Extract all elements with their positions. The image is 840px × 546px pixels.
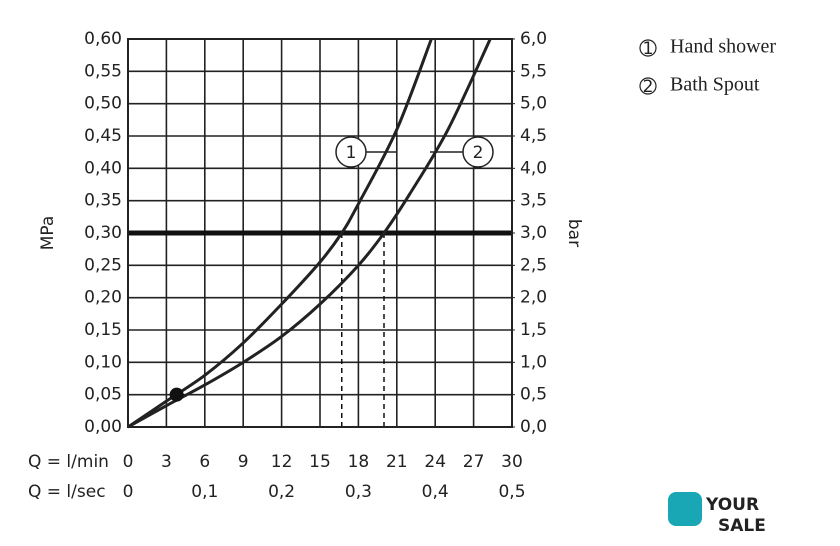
callout-circle xyxy=(462,136,494,168)
logo-text: YOUR xyxy=(705,495,759,515)
y-tick-label: 0,00 xyxy=(84,417,122,437)
plot-frame xyxy=(127,38,513,428)
y2-tick-label: 3,0 xyxy=(520,223,547,243)
x-tick-label: 0 xyxy=(123,452,134,472)
y2-tick-label: 4,0 xyxy=(520,158,547,178)
y2-tick-label: 2,5 xyxy=(520,255,547,275)
x2-tick-label: 0,2 xyxy=(268,482,295,502)
y-tick-label: 0,25 xyxy=(84,255,122,275)
y2-tick-label: 1,5 xyxy=(520,320,547,340)
x2-tick-label: 0,3 xyxy=(345,482,372,502)
y2-tick-label: 1,0 xyxy=(520,352,547,372)
y-tick-label: 0,50 xyxy=(84,94,122,114)
y-tick-label: 0,35 xyxy=(84,191,122,211)
legend-circle xyxy=(639,39,657,57)
y2-tick-label: 5,0 xyxy=(520,94,547,114)
x-axis-label: Q = l/min xyxy=(28,452,109,472)
y2-tick-label: 3,5 xyxy=(520,191,547,211)
callout-label: 1 xyxy=(346,143,357,163)
y2-tick-label: 6,0 xyxy=(520,29,547,49)
y-tick-label: 0,20 xyxy=(84,288,122,308)
legend-number: 1 xyxy=(643,39,654,59)
y2-tick-label: 0,0 xyxy=(520,417,547,437)
x-tick-label: 9 xyxy=(238,452,249,472)
x2-tick-label: 0,1 xyxy=(191,482,218,502)
point xyxy=(169,387,184,402)
y2-tick-label: 5,5 xyxy=(520,61,547,81)
y-tick-label: 0,55 xyxy=(84,61,122,81)
legend-number: 2 xyxy=(643,77,654,97)
y-tick-label: 0,30 xyxy=(84,223,122,243)
x-tick-label: 3 xyxy=(161,452,172,472)
callout-label: 2 xyxy=(473,143,484,163)
y2-tick-label: 2,0 xyxy=(520,288,547,308)
x-tick-label: 15 xyxy=(309,452,331,472)
x-tick-label: 6 xyxy=(199,452,210,472)
legend-circle xyxy=(639,77,657,95)
callout-circle xyxy=(335,136,367,168)
logo-text: SALE xyxy=(718,516,766,536)
x2-tick-label: 0,5 xyxy=(498,482,525,502)
x-tick-label: 18 xyxy=(348,452,370,472)
x-tick-label: 24 xyxy=(424,452,446,472)
y2-tick-label: 0,5 xyxy=(520,385,547,405)
x-tick-label: 12 xyxy=(271,452,293,472)
y-tick-label: 0,15 xyxy=(84,320,122,340)
y2-axis-label: bar xyxy=(564,219,584,247)
y-tick-label: 0,45 xyxy=(84,126,122,146)
x-tick-label: 30 xyxy=(501,452,523,472)
x-tick-label: 21 xyxy=(386,452,408,472)
series-line xyxy=(127,38,492,429)
y-tick-label: 0,10 xyxy=(84,352,122,372)
y-axis-label: MPa xyxy=(38,216,58,251)
x-tick-label: 27 xyxy=(463,452,485,472)
x2-tick-label: 0 xyxy=(123,482,134,502)
y-tick-label: 0,40 xyxy=(84,158,122,178)
legend-label: Hand shower xyxy=(670,36,776,58)
legend-label: Bath Spout xyxy=(670,74,760,96)
x2-axis-label: Q = l/sec xyxy=(28,482,106,502)
y-tick-label: 0,60 xyxy=(84,29,122,49)
y-tick-label: 0,05 xyxy=(84,385,122,405)
logo-icon xyxy=(668,492,702,526)
y2-tick-label: 4,5 xyxy=(520,126,547,146)
x2-tick-label: 0,4 xyxy=(422,482,449,502)
